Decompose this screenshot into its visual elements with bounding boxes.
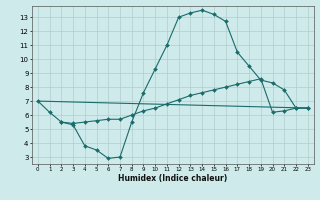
X-axis label: Humidex (Indice chaleur): Humidex (Indice chaleur) bbox=[118, 174, 228, 183]
